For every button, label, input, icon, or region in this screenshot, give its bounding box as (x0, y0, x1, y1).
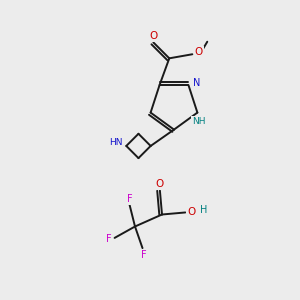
Text: O: O (195, 47, 203, 57)
Text: O: O (156, 179, 164, 189)
Text: HN: HN (109, 138, 122, 147)
Text: H: H (200, 205, 207, 215)
Text: F: F (141, 250, 147, 260)
Text: NH: NH (192, 116, 206, 125)
Text: N: N (193, 78, 200, 88)
Text: F: F (106, 234, 111, 244)
Text: O: O (187, 207, 195, 217)
Text: O: O (149, 31, 158, 41)
Text: F: F (128, 194, 133, 204)
